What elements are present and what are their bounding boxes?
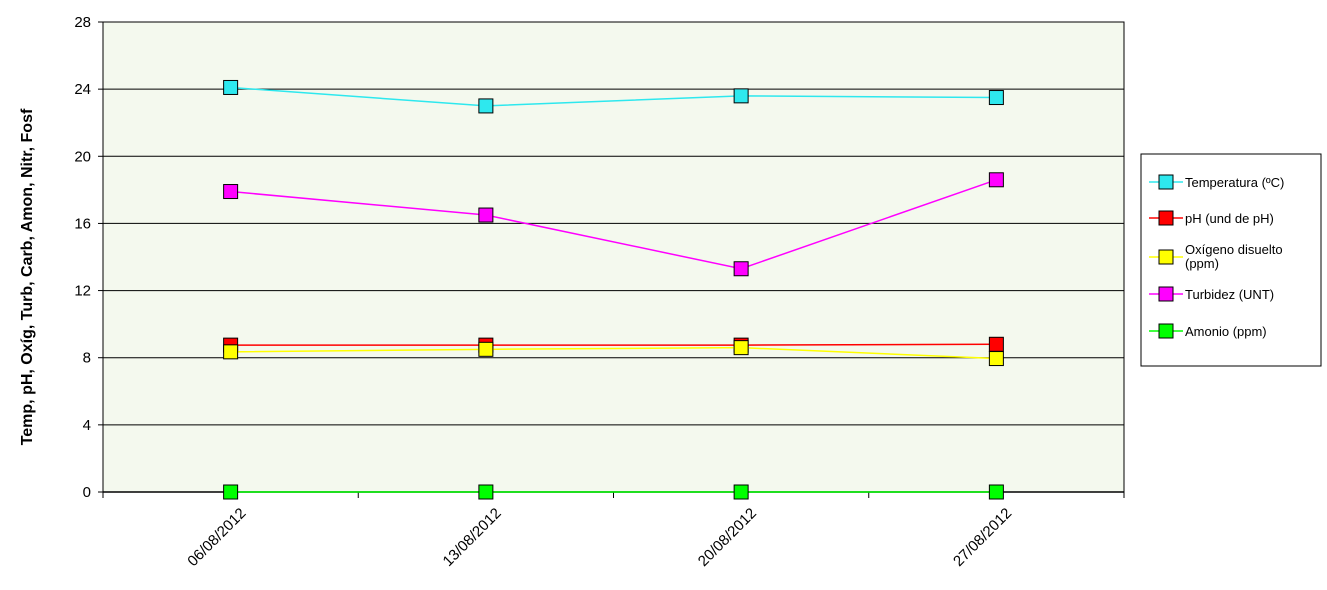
- y-tick-label: 20: [74, 148, 91, 165]
- series-line: [230, 346, 997, 360]
- data-point: [988, 172, 1004, 188]
- series-3: [223, 340, 1004, 367]
- series-group: [223, 79, 1004, 500]
- legend-label: Temperatura (ºC): [1185, 175, 1284, 190]
- legend-label: Oxígeno disuelto: [1185, 242, 1283, 257]
- legend-label: Amonio (ppm): [1185, 324, 1267, 339]
- y-axis-label: Temp, pH, Oxíg, Turb, Carb, Amon, Nitr, …: [19, 108, 36, 445]
- data-point: [223, 79, 239, 95]
- data-point: [478, 484, 494, 500]
- data-point: [478, 341, 494, 357]
- data-point: [988, 484, 1004, 500]
- legend-marker: [1158, 174, 1174, 190]
- series-line: [230, 86, 997, 107]
- series-4: [223, 172, 1004, 277]
- data-point: [988, 336, 1004, 352]
- legend-label: Turbidez (UNT): [1185, 287, 1274, 302]
- y-tick-label: 4: [83, 417, 91, 434]
- y-tick-label: 16: [74, 215, 91, 232]
- legend-marker: [1158, 210, 1174, 226]
- legend-item: pH (und de pH): [1149, 210, 1274, 226]
- legend-item: Oxígeno disuelto(ppm): [1149, 242, 1283, 271]
- data-point: [223, 344, 239, 360]
- data-point: [223, 484, 239, 500]
- data-point: [733, 261, 749, 277]
- legend-marker: [1158, 249, 1174, 265]
- y-tick-label: 0: [83, 484, 91, 501]
- gridlines: [103, 21, 1124, 426]
- legend-item: Amonio (ppm): [1149, 323, 1267, 339]
- x-tick-label: 27/08/2012: [950, 505, 1015, 570]
- legend-marker: [1158, 323, 1174, 339]
- x-tick-label: 13/08/2012: [440, 505, 505, 570]
- y-tick-label: 24: [74, 81, 91, 98]
- data-point: [478, 207, 494, 223]
- data-point: [733, 340, 749, 356]
- y-axis-ticks: 0 4 8 12 16 20 24 28: [74, 14, 103, 501]
- data-point: [733, 484, 749, 500]
- plot-area: [102, 21, 1125, 493]
- legend-label: (ppm): [1185, 256, 1219, 271]
- y-tick-label: 12: [74, 283, 91, 300]
- legend-item: Turbidez (UNT): [1149, 286, 1274, 302]
- x-tick-label: 20/08/2012: [695, 505, 760, 570]
- x-tick-label: 06/08/2012: [184, 505, 249, 570]
- legend: Temperatura (ºC) pH (und de pH) Oxígeno di…: [1140, 153, 1322, 367]
- y-tick-label: 8: [83, 350, 91, 367]
- x-axis-ticks: 06/08/2012 13/08/2012 20/08/2012 27/08/2012: [102, 492, 1125, 570]
- series-5: [223, 484, 1004, 500]
- legend-item: Temperatura (ºC): [1149, 174, 1284, 190]
- series-line: [230, 343, 997, 346]
- data-point: [733, 88, 749, 104]
- legend-marker: [1158, 286, 1174, 302]
- data-point: [988, 90, 1004, 106]
- data-point: [223, 184, 239, 200]
- y-tick-label: 28: [74, 14, 91, 31]
- legend-label: pH (und de pH): [1185, 211, 1274, 226]
- data-point: [988, 351, 1004, 367]
- series-line: [230, 179, 997, 270]
- series-1: [223, 79, 1004, 114]
- data-point: [478, 98, 494, 114]
